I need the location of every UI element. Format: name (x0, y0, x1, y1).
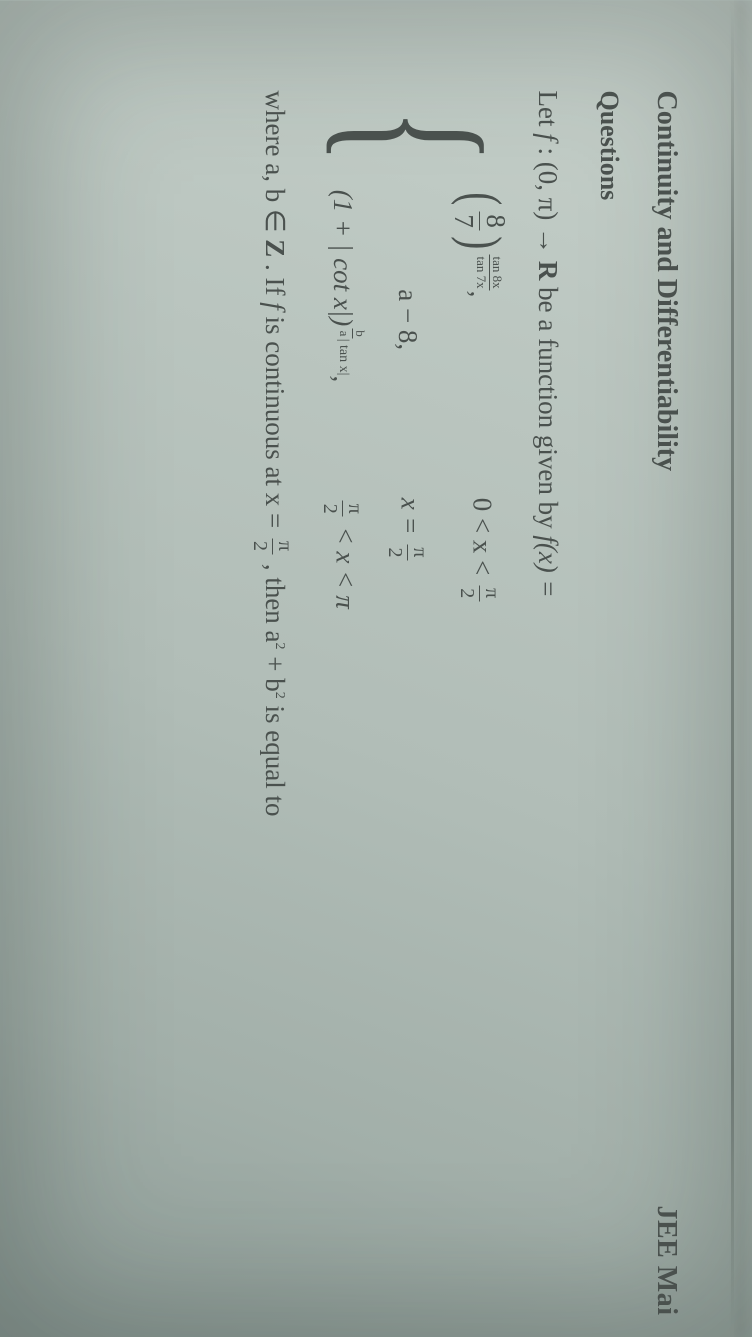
case-3-exponent-trail: | tan x| (335, 338, 351, 375)
closing-plus: + b (261, 656, 291, 691)
cond2-frac: π 2 (386, 544, 431, 560)
case-3-expr: (1 + | cot x|) b a | tan x| , (328, 189, 359, 449)
left-brace: { (341, 108, 489, 163)
closing-tail1: , then a (261, 563, 291, 642)
corner-tag: JEE Mai (650, 1205, 682, 1315)
cond2-prefix: x = (396, 497, 426, 541)
cond2-bottom: 2 (386, 544, 409, 560)
lead-prefix: Let (533, 90, 563, 133)
section-title: Continuity and Differentiability (650, 90, 682, 1277)
pt-bottom: 2 (250, 538, 273, 554)
cond3-bottom: 2 (321, 500, 344, 516)
case-3-base: (1 + | cot x|) (328, 189, 359, 326)
problem-lead: Let f : (0, π) → R be a function given b… (528, 90, 569, 1277)
case-2-text: a − 8, (393, 289, 424, 350)
lead-mid: be a function given by (533, 287, 563, 535)
case-2-expr: a − 8, (393, 189, 424, 449)
cond3-tail: < x < π (331, 526, 361, 608)
colon: : (533, 147, 563, 161)
fx-eq: f(x) = (533, 535, 563, 597)
case-3: (1 + | cot x|) b a | tan x| , π 2 < x < … (321, 189, 366, 608)
case-1-cond: 0 < x < π 2 (458, 497, 503, 604)
page-surface: JEE Mai Continuity and Differentiability… (0, 0, 752, 1337)
case-1-expr: ( 8 7 ) tan 8x tan 7x , (451, 189, 510, 449)
closing-tail2: is equal to (261, 705, 291, 816)
domain-open: (0, π) (533, 161, 563, 220)
case-1: ( 8 7 ) tan 8x tan 7x , 0 < x < (451, 189, 510, 608)
set-z: Z (261, 239, 291, 257)
closing-fn: f (261, 302, 291, 310)
case-2-cond: x = π 2 (386, 497, 431, 563)
case-3-comma: , (328, 375, 359, 382)
cond2-top: π (409, 544, 431, 560)
case-3-exponent-frac: b a (339, 328, 368, 339)
fn-name: f (533, 133, 563, 141)
cond1-bottom: 2 (458, 585, 481, 601)
closing-at: is continuous at x = (261, 316, 291, 534)
cond3-top: π (344, 500, 366, 516)
case-3-cond: π 2 < x < π (321, 497, 366, 608)
frac-top: 8 (481, 211, 510, 231)
cond1-prefix: 0 < x < (468, 497, 498, 581)
frac-bottom: 7 (451, 211, 481, 231)
paren-left: ( (456, 192, 504, 205)
arrow: → (533, 227, 563, 261)
cond1-top: π (481, 585, 503, 601)
sq2: 2 (273, 691, 288, 698)
case-1-exponent: tan 8x tan 7x (476, 254, 505, 290)
sub-heading: Questions (594, 90, 624, 1277)
cases-grid: ( 8 7 ) tan 8x tan 7x , 0 < x < (321, 189, 510, 608)
closing-prefix: where a, b ∈ (261, 90, 291, 239)
cond1-frac: π 2 (458, 585, 503, 601)
case-1-base: ( 8 7 ) (451, 189, 510, 252)
sq1: 2 (273, 642, 288, 649)
exp3-top: b (354, 328, 368, 339)
paren-right: ) (456, 236, 504, 249)
cond3-frac: π 2 (321, 500, 366, 516)
exp3-bottom: a (339, 328, 354, 338)
closing-line: where a, b ∈ Z . If f is continuous at x… (250, 90, 296, 1277)
codomain: R (533, 260, 563, 280)
piecewise-definition: { ( 8 7 ) tan 8x tan 7x (321, 90, 510, 1277)
closing-mid: . If (261, 263, 291, 301)
exp-bottom: tan 7x (476, 254, 491, 290)
pt-top: π (273, 537, 295, 553)
case-1-comma: , (465, 290, 496, 297)
closing-point: π 2 (250, 537, 295, 553)
exp-top: tan 8x (491, 254, 505, 290)
frac-8-7: 8 7 (451, 211, 510, 231)
case-2: a − 8, x = π 2 (386, 189, 431, 608)
